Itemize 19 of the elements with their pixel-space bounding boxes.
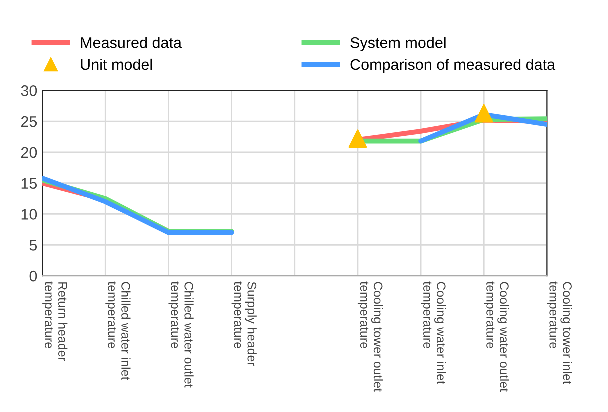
y-tick-label: 25	[21, 116, 38, 128]
x-tick-label: Cooling tower inlet temperature	[547, 282, 572, 384]
x-tick-label: Surpply header temperature	[232, 282, 257, 366]
legend-label: Unit model	[81, 58, 152, 70]
x-tick-label: Chilled water inlet temperature	[106, 282, 131, 380]
x-tick-label: Cooling tower outlet temperature	[358, 282, 384, 392]
x-tick-label: Cooling water inlet temperature	[421, 282, 446, 384]
x-tick-label: Return header temperature	[42, 282, 68, 362]
y-tick-label: 30	[21, 86, 38, 96]
y-tick-label: 15	[22, 178, 38, 190]
y-tick-label: 0	[30, 270, 38, 282]
legend-label: Comparison of measured data	[350, 58, 556, 74]
x-tick-label: Chilled water outlet temperature	[168, 282, 194, 388]
x-tick-label: Cooling water outlet temperature	[484, 282, 510, 392]
legend-label: System model	[350, 37, 446, 52]
y-tick-label: 10	[22, 209, 38, 220]
y-tick-label: 5	[30, 240, 38, 251]
legend-label: Measured data	[81, 37, 182, 48]
y-tick-label: 20	[21, 147, 38, 158]
